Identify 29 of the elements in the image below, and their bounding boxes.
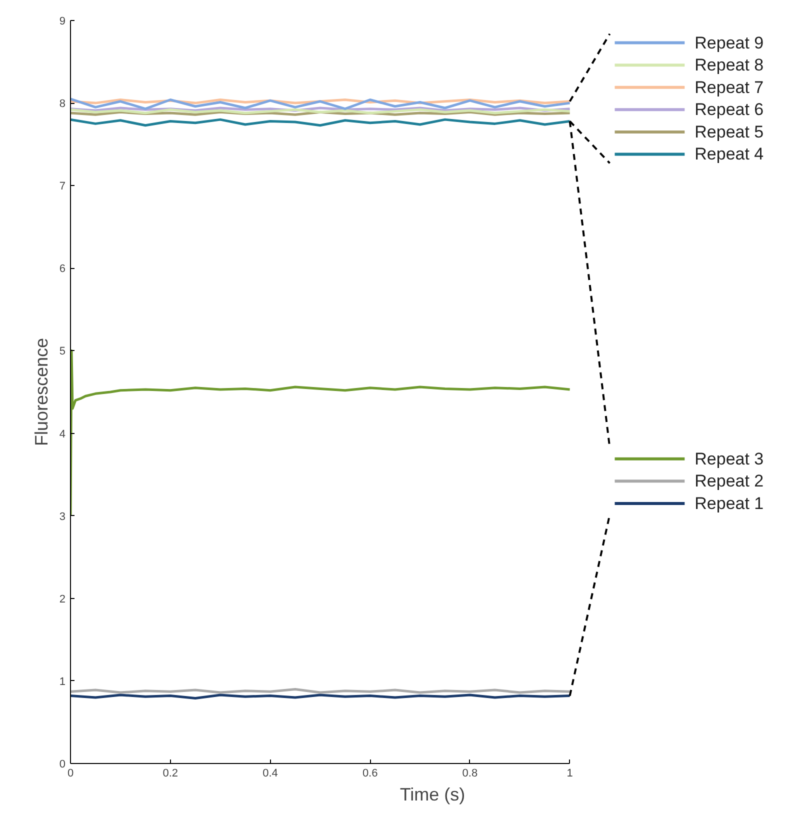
y-tick-label: 8: [59, 98, 66, 110]
x-tick-label: 0.6: [362, 768, 378, 780]
y-tick-label: 4: [59, 428, 66, 440]
legend-label: Repeat 8: [694, 56, 764, 75]
legend-label: Repeat 5: [694, 122, 764, 142]
y-tick-label: 7: [59, 180, 66, 193]
y-axis-title: Fluorescence: [31, 338, 52, 446]
x-tick-label: 0.8: [462, 768, 478, 780]
y-tick-label: 9: [59, 16, 66, 28]
legend-label: Repeat 3: [694, 449, 764, 468]
legend-label: Repeat 4: [694, 144, 764, 164]
x-tick-label: 0.2: [162, 768, 178, 780]
legend-label: Repeat 7: [694, 78, 764, 97]
line-series: [70, 98, 572, 110]
y-tick-label: 1: [59, 676, 66, 688]
y-tick-label: 6: [59, 263, 66, 276]
y-tick-label: 0: [59, 758, 66, 770]
y-tick-label: 5: [59, 346, 66, 358]
x-tick-label: 0.4: [262, 768, 278, 780]
legend-label: Repeat 6: [694, 100, 764, 120]
y-tick-label: 2: [59, 593, 66, 606]
x-axis-title: Time (s): [400, 784, 466, 804]
y-tick-label: 3: [59, 510, 66, 523]
x-tick-label: 1: [566, 768, 573, 780]
line-series: [70, 349, 572, 518]
legend-label: Repeat 2: [694, 472, 764, 491]
legend-label: Repeat 9: [694, 33, 764, 52]
legend-label: Repeat 1: [694, 494, 764, 513]
x-tick-label: 0: [67, 768, 74, 780]
